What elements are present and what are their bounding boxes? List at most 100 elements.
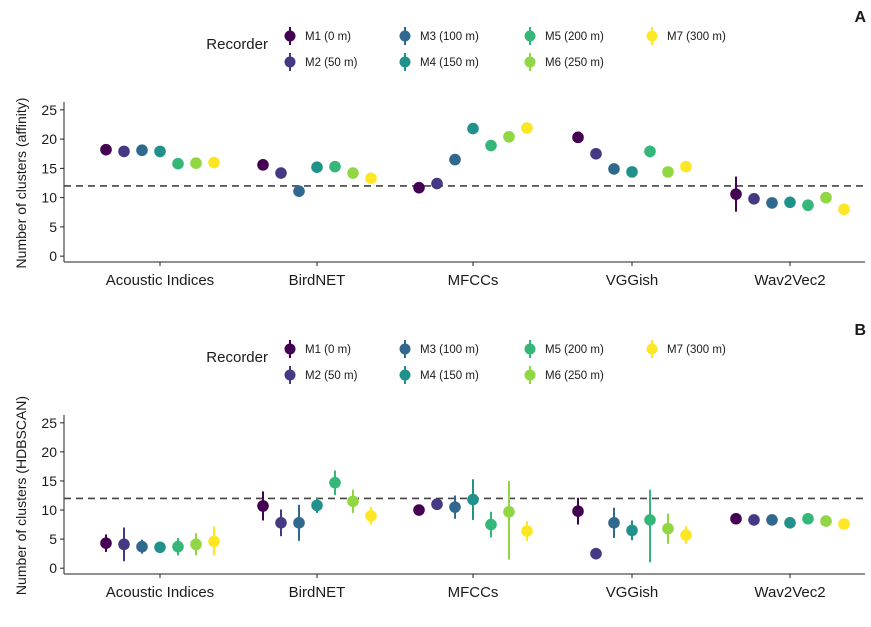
chart-panel-a: A Recorder M1 (0 m) M2 (50 m) M3 (100 m) M4 (… xyxy=(13,9,866,289)
y-tick-label: 25 xyxy=(41,415,57,431)
series-m4-150-m xyxy=(154,479,796,554)
data-point xyxy=(820,515,832,527)
legend-key-dot xyxy=(284,30,296,42)
y-tick-label: 0 xyxy=(49,248,57,264)
legend-entry-m5-200-m: M5 (200 m) xyxy=(524,340,604,358)
y-tick-label: 0 xyxy=(49,560,57,576)
data-point xyxy=(680,529,692,541)
legend-key-dot xyxy=(524,56,536,68)
legend-label: M6 (250 m) xyxy=(545,370,604,382)
data-point xyxy=(329,160,341,173)
series-m4-150-m xyxy=(154,122,796,209)
legend-label: M1 (0 m) xyxy=(305,344,351,356)
data-point xyxy=(136,540,148,553)
legend-label: M2 (50 m) xyxy=(305,57,358,69)
legend-label: M3 (100 m) xyxy=(420,344,479,356)
data-point xyxy=(766,514,778,526)
data-point xyxy=(608,517,620,529)
chart-panel-b: B Recorder M1 (0 m) M2 (50 m) M3 (100 m) M4 (… xyxy=(13,322,866,601)
x-tick-label-vggish: VGGish xyxy=(606,584,659,601)
data-point xyxy=(784,196,796,209)
legend-label: M1 (0 m) xyxy=(305,31,351,43)
panel-label: A xyxy=(854,9,866,26)
legend-key-dot xyxy=(646,343,658,355)
data-point xyxy=(449,153,461,166)
data-point xyxy=(572,505,584,517)
x-tick-label-vggish: VGGish xyxy=(606,272,659,289)
data-point xyxy=(329,476,341,489)
y-tick-label: 5 xyxy=(49,219,57,235)
data-point xyxy=(802,512,814,525)
data-point xyxy=(347,495,359,508)
data-point xyxy=(293,185,305,197)
data-point xyxy=(154,145,166,158)
legend-entry-m4-150-m: M4 (150 m) xyxy=(399,366,479,384)
legend-title: Recorder xyxy=(206,36,268,53)
data-point xyxy=(275,517,287,529)
legend-entry-m5-200-m: M5 (200 m) xyxy=(524,27,604,45)
data-point xyxy=(413,504,425,516)
data-point xyxy=(154,541,166,554)
legend-key-dot xyxy=(284,343,296,355)
data-point xyxy=(172,540,184,553)
x-tick-label-birdnet: BirdNET xyxy=(289,272,346,289)
y-tick-label: 15 xyxy=(41,160,57,176)
series-m7-300-m xyxy=(208,122,850,216)
legend-entry-m6-250-m: M6 (250 m) xyxy=(524,53,604,71)
legend-entry-m1-0-m: M1 (0 m) xyxy=(284,27,351,45)
y-tick-label: 25 xyxy=(41,102,57,118)
data-point xyxy=(521,122,533,134)
data-point xyxy=(626,166,638,178)
y-tick-label: 15 xyxy=(41,473,57,489)
series-m2-50-m xyxy=(118,145,760,205)
legend-label: M5 (200 m) xyxy=(545,31,604,43)
legend-label: M2 (50 m) xyxy=(305,370,358,382)
data-point xyxy=(521,525,533,537)
data-point xyxy=(118,538,130,551)
legend-entry-m7-300-m: M7 (300 m) xyxy=(646,27,726,45)
data-point xyxy=(257,500,269,512)
series-m2-50-m xyxy=(118,498,760,562)
data-point xyxy=(838,203,850,216)
panel-label: B xyxy=(854,322,866,339)
data-point xyxy=(590,547,602,560)
data-point xyxy=(413,181,425,194)
data-point xyxy=(347,167,359,179)
data-point xyxy=(644,145,656,158)
legend-label: M4 (150 m) xyxy=(420,370,479,382)
legend-label: M3 (100 m) xyxy=(420,31,479,43)
data-point xyxy=(485,518,497,531)
data-point xyxy=(449,501,461,513)
y-axis-title: Number of clusters (HDBSCAN) xyxy=(13,396,29,595)
legend-entry-m3-100-m: M3 (100 m) xyxy=(399,340,479,358)
x-tick-label-acoustic-indices: Acoustic Indices xyxy=(106,584,214,601)
data-point xyxy=(590,147,602,160)
series-m1-0-m xyxy=(100,131,742,212)
data-point xyxy=(784,517,796,529)
y-tick-label: 10 xyxy=(41,502,57,518)
legend-label: M6 (250 m) xyxy=(545,57,604,69)
data-point xyxy=(644,514,656,526)
data-point xyxy=(730,512,742,525)
data-point xyxy=(208,535,220,548)
legend-key-dot xyxy=(399,369,411,381)
legend-label: M7 (300 m) xyxy=(667,31,726,43)
series-m1-0-m xyxy=(100,491,742,552)
data-point xyxy=(311,161,323,173)
legend-key-dot xyxy=(524,30,536,42)
data-point xyxy=(467,493,479,506)
data-point xyxy=(626,524,638,537)
data-point xyxy=(275,167,287,179)
data-point xyxy=(680,160,692,173)
data-point xyxy=(730,188,742,200)
data-point xyxy=(311,499,323,512)
data-point xyxy=(820,191,832,204)
legend-title: Recorder xyxy=(206,349,268,366)
y-tick-label: 5 xyxy=(49,531,57,547)
legend-entry-m2-50-m: M2 (50 m) xyxy=(284,53,358,71)
legend-entry-m2-50-m: M2 (50 m) xyxy=(284,366,358,384)
legend-label: M7 (300 m) xyxy=(667,344,726,356)
legend-label: M4 (150 m) xyxy=(420,57,479,69)
legend-key-dot xyxy=(524,369,536,381)
